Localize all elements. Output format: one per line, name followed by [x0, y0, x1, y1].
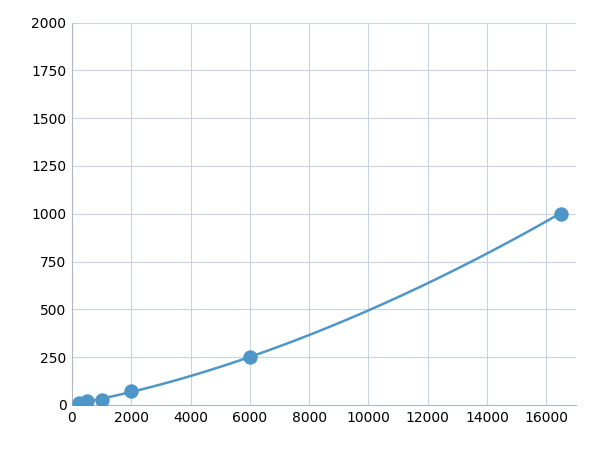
- Point: [127, 387, 136, 394]
- Point: [556, 210, 566, 217]
- Point: [74, 400, 84, 407]
- Point: [97, 396, 106, 403]
- Point: [82, 398, 92, 405]
- Point: [245, 354, 254, 361]
